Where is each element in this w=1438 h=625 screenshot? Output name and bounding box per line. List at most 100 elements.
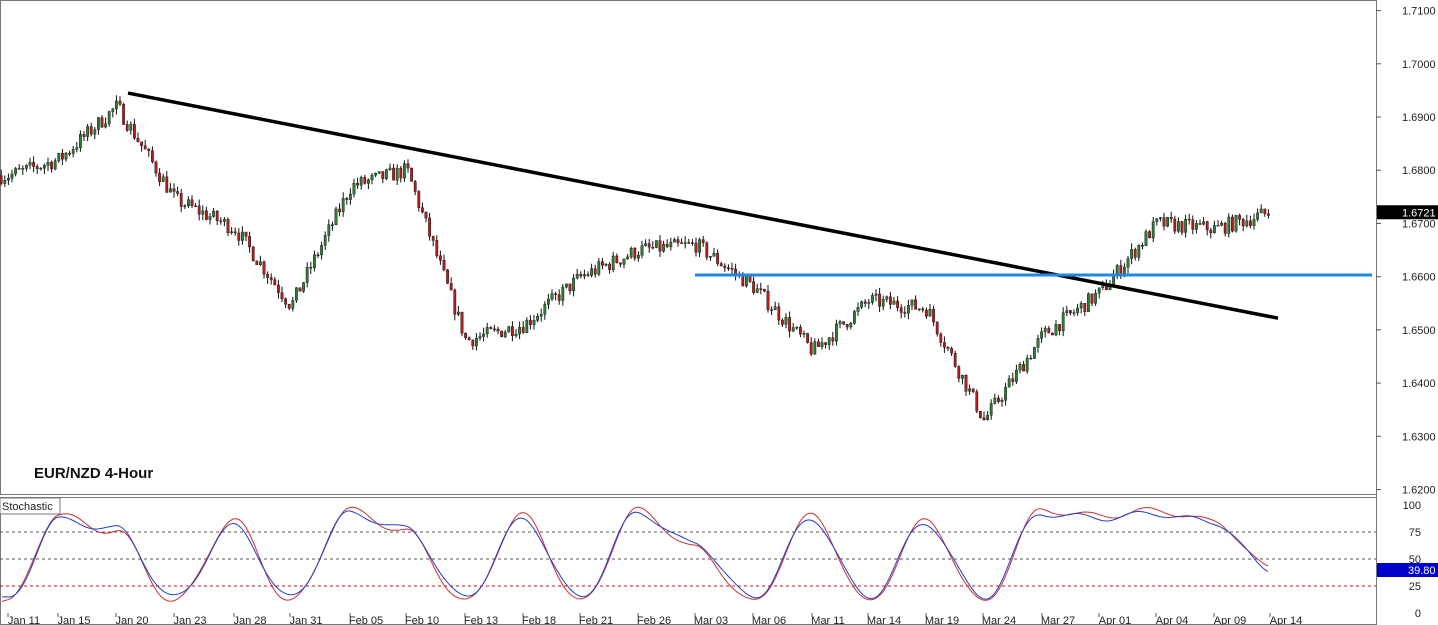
- candle-body: [215, 210, 219, 222]
- candle-body: [395, 167, 399, 181]
- candle-body: [219, 220, 223, 223]
- candle-body: [82, 134, 86, 137]
- candle-body: [1245, 220, 1249, 227]
- candle-body: [1158, 217, 1162, 219]
- candle-body: [122, 104, 126, 125]
- candle-body: [316, 254, 320, 257]
- candle-body: [1216, 225, 1220, 227]
- candle-body: [824, 342, 828, 345]
- candle-body: [856, 307, 860, 312]
- candle-body: [107, 111, 111, 124]
- price-y-tick-label: 1.6600: [1402, 272, 1436, 284]
- x-tick-label: Feb 05: [349, 615, 383, 625]
- candle-body: [1169, 216, 1173, 220]
- candle-body: [118, 100, 122, 105]
- candle-body: [964, 374, 968, 392]
- candle-body: [1248, 220, 1252, 226]
- candle-body: [989, 403, 993, 416]
- candle-body: [385, 169, 388, 180]
- candle-body: [730, 268, 734, 270]
- candle-body: [1227, 216, 1231, 234]
- candle-body: [608, 263, 612, 270]
- chart-title: EUR/NZD 4-Hour: [34, 465, 153, 482]
- candle-body: [655, 240, 658, 248]
- candle-body: [809, 342, 813, 355]
- candle-body: [496, 328, 500, 332]
- candle-body: [683, 242, 687, 244]
- candle-body: [554, 293, 558, 295]
- candle-body: [208, 216, 212, 220]
- candle-body: [1054, 324, 1058, 336]
- candle-body: [1018, 364, 1022, 371]
- candle-body: [842, 321, 846, 325]
- candle-body: [428, 217, 431, 237]
- x-tick-label: Jan 20: [115, 615, 148, 625]
- stochastic-d-line: [1, 510, 1269, 600]
- candle-body: [1000, 400, 1004, 402]
- candle-body: [521, 327, 525, 333]
- candle-body: [39, 167, 43, 170]
- candle-body: [86, 126, 90, 137]
- candle-body: [838, 321, 842, 325]
- candle-body: [1148, 231, 1152, 239]
- candle-body: [788, 317, 792, 332]
- candle-body: [935, 321, 939, 335]
- candle-body: [273, 279, 277, 286]
- candle-body: [705, 242, 709, 258]
- candle-body: [53, 160, 57, 170]
- candle-body: [781, 319, 784, 325]
- candle-body: [320, 245, 323, 256]
- candle-body: [277, 284, 280, 293]
- candle-body: [201, 210, 205, 215]
- candle-body: [280, 292, 284, 299]
- candle-body: [532, 320, 536, 325]
- price-y-axis: 1.7100 1.7000 1.6900 1.6800 1.6700 1.6600 1.65…: [1376, 6, 1436, 497]
- candle-body: [583, 274, 586, 277]
- candle-body: [874, 293, 878, 296]
- candle-body: [50, 162, 54, 170]
- candle-body: [745, 275, 748, 287]
- candle-body: [637, 255, 640, 259]
- candle-body: [46, 162, 50, 166]
- candle-body: [295, 287, 298, 301]
- candle-body: [28, 161, 32, 166]
- candle-body: [1209, 229, 1213, 234]
- candle-body: [503, 331, 507, 338]
- candle-body: [734, 268, 738, 275]
- candle-body: [640, 245, 644, 256]
- candle-body: [287, 304, 291, 309]
- stochastic-panel-frame: [0, 497, 1377, 625]
- candle-body: [313, 254, 316, 269]
- candle-body: [100, 117, 104, 128]
- x-tick-label: Feb 13: [464, 615, 498, 625]
- candle-body: [10, 173, 14, 179]
- candle-body: [183, 205, 187, 208]
- candle-body: [186, 199, 190, 207]
- candle-body: [622, 258, 626, 265]
- candle-body: [547, 298, 550, 305]
- candle-body: [917, 308, 921, 311]
- candle-body: [1194, 223, 1198, 230]
- candle-body: [691, 242, 694, 244]
- candle-body: [881, 298, 885, 307]
- candle-body: [0, 175, 3, 184]
- candle-body: [863, 301, 867, 304]
- candle-body: [647, 243, 651, 248]
- candle-body: [78, 134, 82, 148]
- candle-body: [406, 163, 410, 169]
- candle-body: [439, 255, 442, 261]
- candle-body: [392, 167, 395, 181]
- candle-body: [327, 224, 331, 236]
- candle-body: [158, 172, 161, 182]
- candle-body: [1238, 215, 1242, 220]
- candle-body: [21, 168, 25, 170]
- x-tick-label: Feb 26: [637, 615, 671, 625]
- candle-body: [1029, 357, 1033, 360]
- candle-body: [1155, 218, 1159, 222]
- x-tick-label: Apr 14: [1270, 615, 1302, 625]
- price-y-tick-label: 1.6700: [1402, 218, 1436, 230]
- candle-body: [35, 166, 39, 169]
- candle-body: [568, 283, 572, 292]
- candle-body: [298, 287, 302, 292]
- candle-body: [971, 388, 975, 392]
